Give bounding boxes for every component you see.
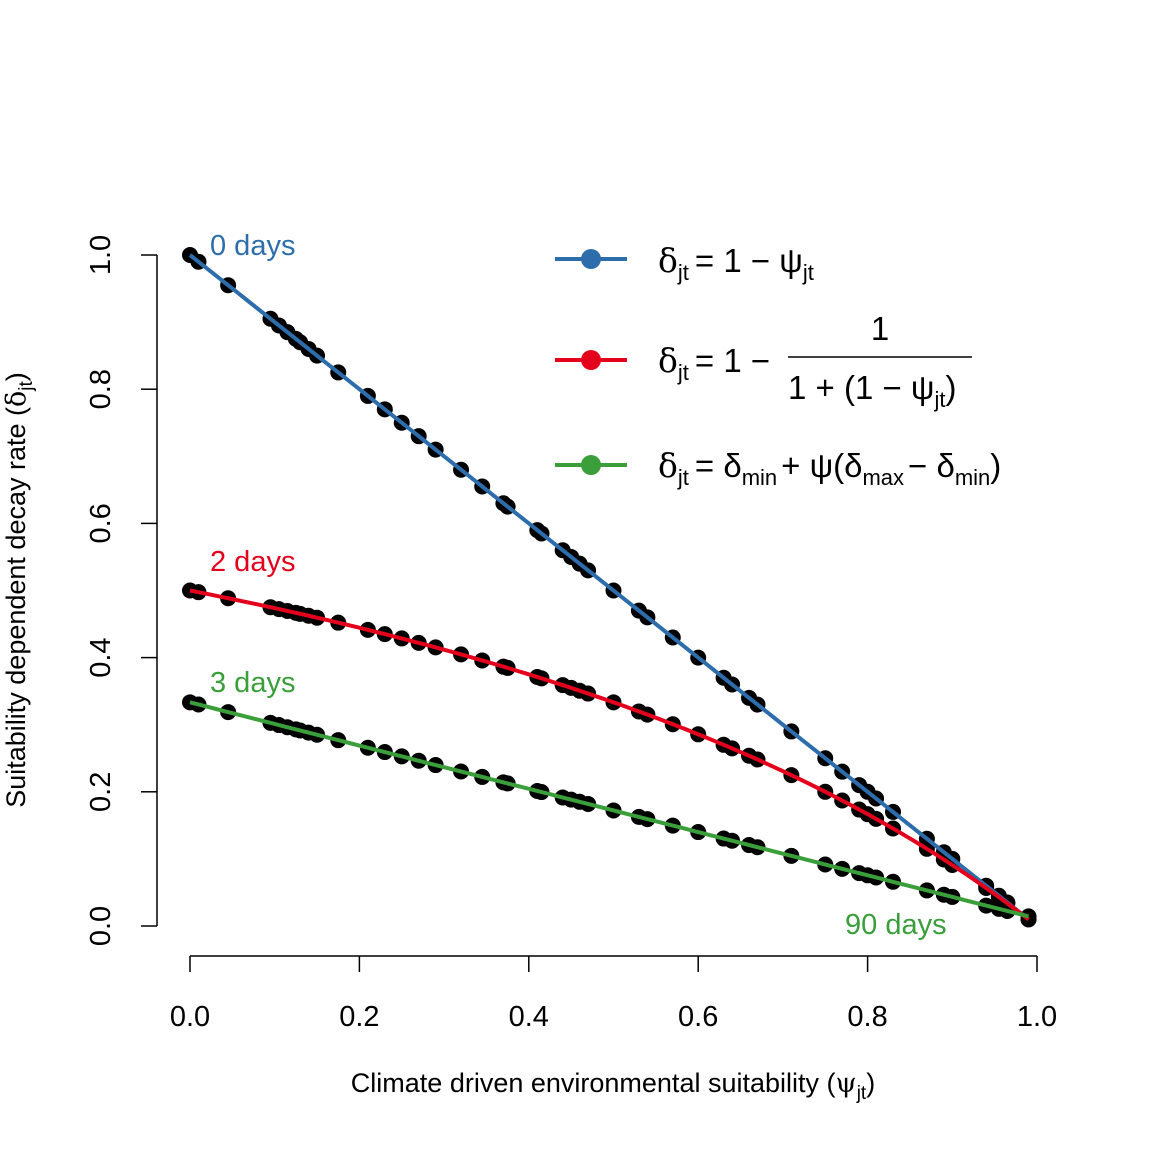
series-lines: [188, 253, 1030, 921]
legend-label-blue: δjt = 1 − ψjt: [658, 241, 814, 285]
y-tick-label-4: 0.8: [85, 369, 117, 409]
annotation-2-days: 2 days: [210, 546, 295, 578]
series-line-blue: [188, 253, 1030, 921]
y-tick-label-2: 0.4: [85, 637, 117, 677]
legend-entry-red: δjt = 1 − 1 1 + (1 − ψjt): [555, 310, 972, 412]
series-line-green: [189, 700, 1030, 919]
x-axis-title: Climate driven environmental suitability…: [351, 1068, 875, 1104]
y-axis-title: Suitability dependent decay rate (δjt): [1, 372, 37, 808]
x-tick-label-5: 1.0: [1017, 1001, 1057, 1033]
legend-label-red: δjt = 1 −: [658, 341, 770, 385]
y-tick-label-5: 1.0: [85, 235, 117, 275]
x-tick-label-0: 0.0: [170, 1001, 210, 1033]
legend-red-denominator: 1 + (1 − ψjt): [788, 369, 956, 412]
legend-marker-red: [581, 350, 601, 370]
y-axis: 0.0 0.2 0.4 0.6 0.8 1.0: [85, 235, 158, 946]
x-tick-label-3: 0.6: [678, 1001, 718, 1033]
x-tick-label-4: 0.8: [847, 1001, 887, 1033]
y-tick-label-1: 0.2: [85, 772, 117, 812]
x-tick-label-1: 0.2: [339, 1001, 379, 1033]
annotation-3-days: 3 days: [210, 667, 295, 699]
annotation-0-days: 0 days: [210, 230, 295, 262]
legend-entry-blue: δjt = 1 − ψjt: [555, 241, 814, 285]
legend-marker-blue: [581, 249, 601, 269]
legend: δjt = 1 − ψjt δjt = 1 − 1 1 + (1 − ψjt) δj…: [555, 241, 1001, 490]
annotation-90-days: 90 days: [845, 909, 947, 941]
legend-marker-green: [581, 455, 601, 475]
x-axis: 0.0 0.2 0.4 0.6 0.8 1.0: [170, 955, 1057, 1033]
legend-entry-green: δjt = δmin + ψ(δmax − δmin): [555, 446, 1001, 490]
y-tick-label-3: 0.6: [85, 503, 117, 543]
series-line-red: [189, 588, 1030, 921]
data-point-s2-48: [1020, 908, 1037, 925]
legend-label-green: δjt = δmin + ψ(δmax − δmin): [658, 446, 1001, 490]
y-tick-label-0: 0.0: [85, 906, 117, 946]
legend-red-numerator: 1: [871, 310, 889, 347]
x-tick-label-2: 0.4: [509, 1001, 549, 1033]
